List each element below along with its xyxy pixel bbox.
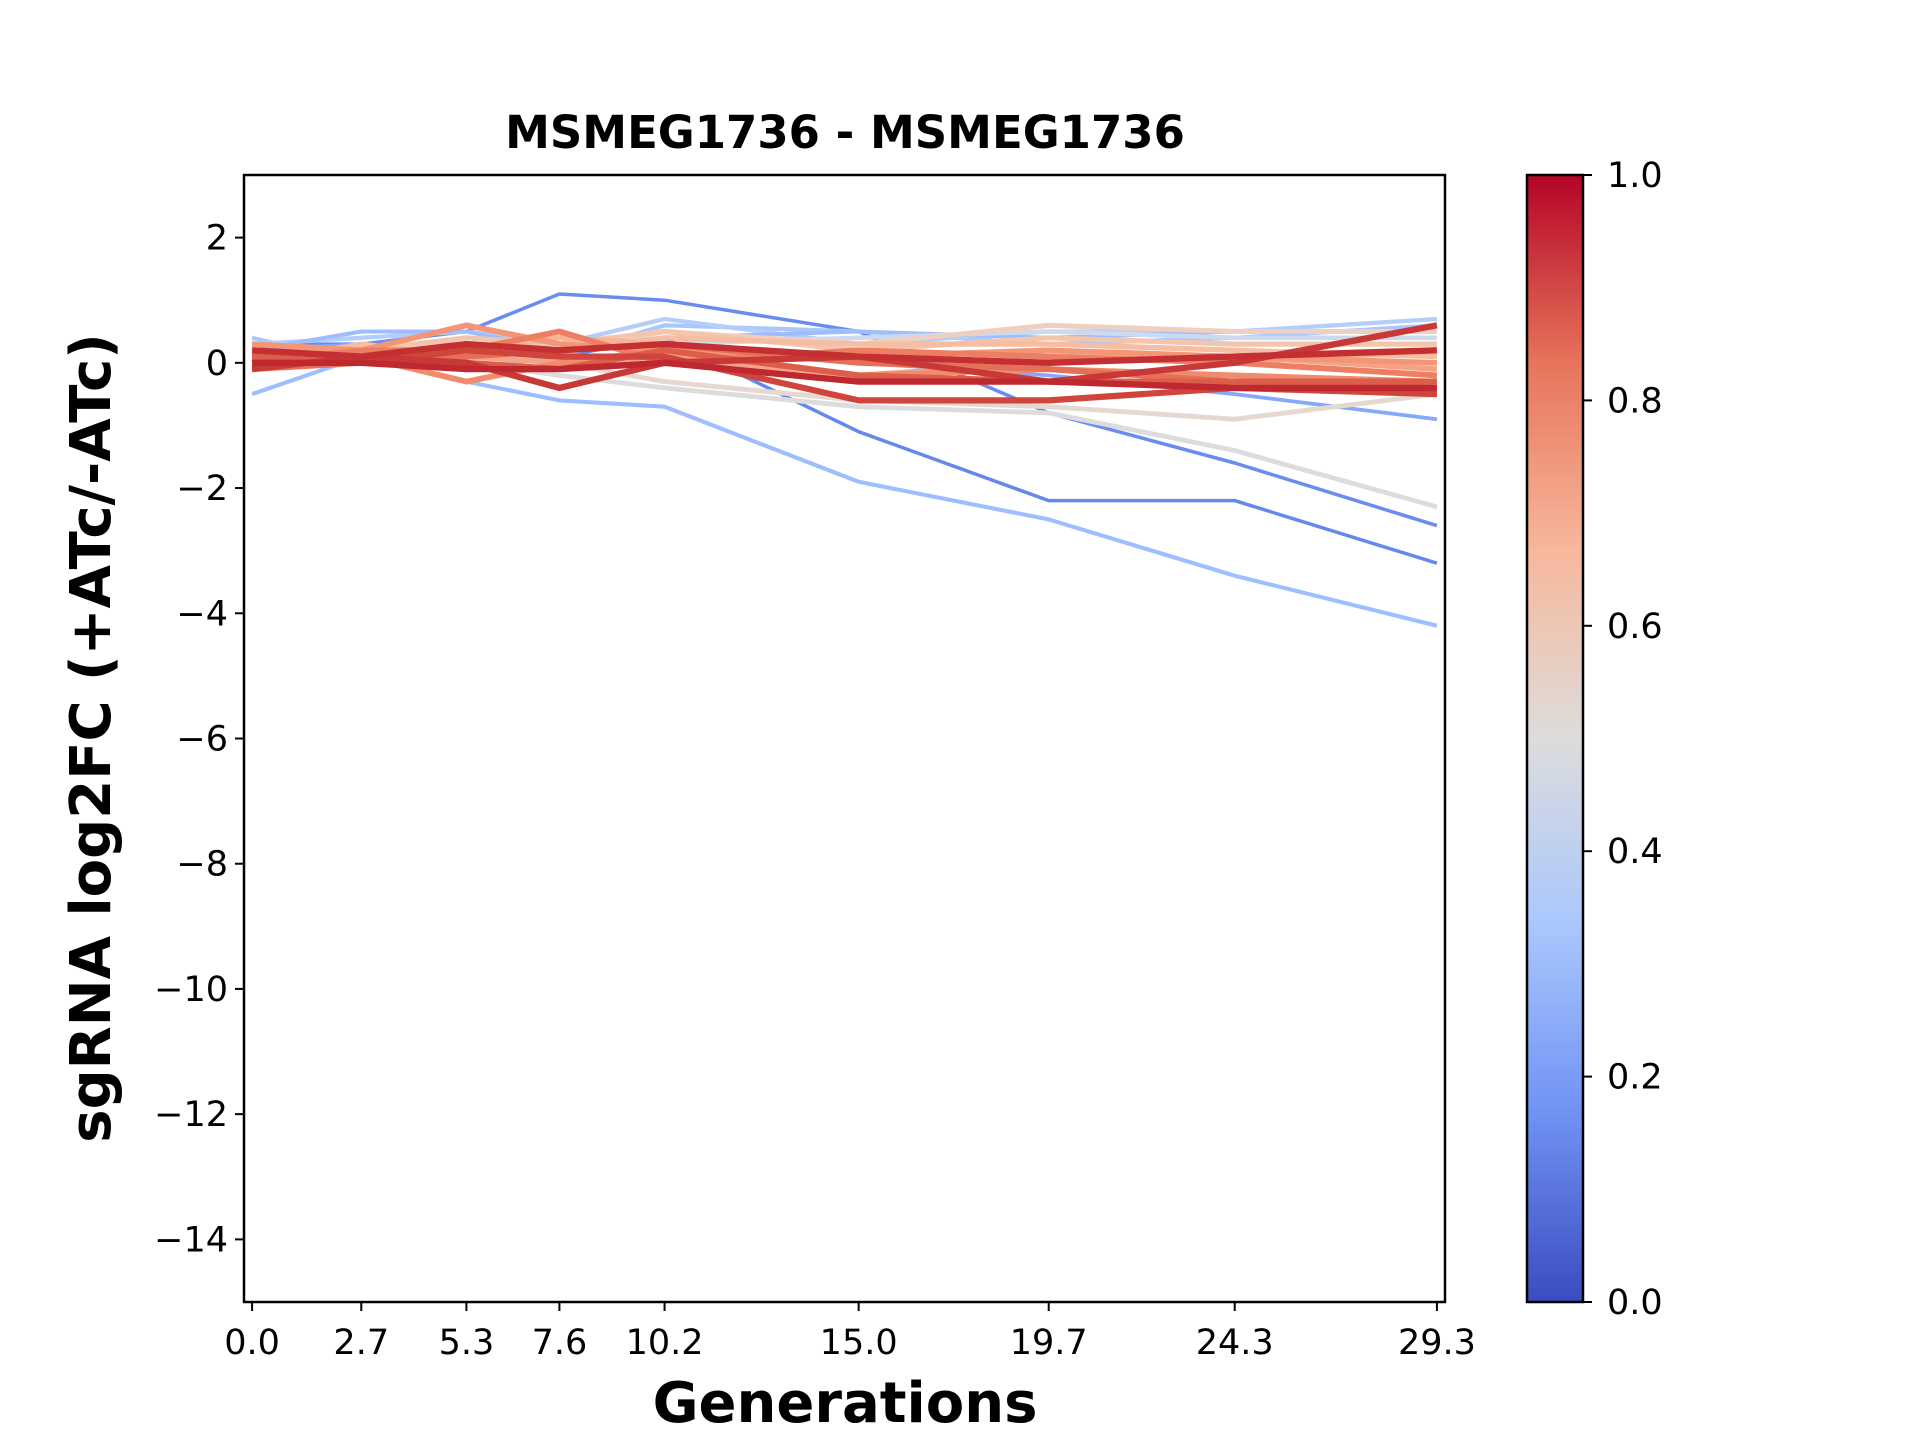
y-axis-label: sgRNA log2FC (+ATc/-ATc) (59, 333, 124, 1143)
x-tick-label: 15.0 (820, 1323, 898, 1363)
y-axis: 2 0 −2 −4 −6 −8 −10 −12 −14 (154, 219, 244, 1260)
colorbar-tick-label: 0.6 (1607, 607, 1663, 647)
x-tick-label: 0.0 (224, 1323, 280, 1363)
x-tick-label: 7.6 (532, 1323, 588, 1363)
y-tick-label: −4 (176, 594, 228, 634)
y-tick-label: −10 (154, 970, 228, 1010)
x-axis-label: Generations (653, 1371, 1038, 1436)
series-line-23 (251, 340, 1437, 366)
x-axis: 0.0 2.7 5.3 7.6 10.2 15.0 19.7 24.3 29.3 (224, 1302, 1476, 1363)
y-tick-label: 0 (206, 344, 228, 384)
x-tick-label: 10.2 (626, 1323, 704, 1363)
x-tick-label: 19.7 (1010, 1323, 1088, 1363)
x-tick-label: 29.3 (1398, 1323, 1476, 1363)
colorbar-axis: 1.0 0.8 0.6 0.4 0.2 0.0 (1583, 156, 1663, 1323)
y-tick-label: −8 (176, 845, 228, 885)
colorbar-tick-label: 0.4 (1607, 832, 1663, 872)
colorbar (1525, 173, 1585, 1304)
series-group (251, 292, 1438, 628)
y-tick-label: −6 (176, 720, 228, 760)
y-tick-label: −12 (154, 1095, 228, 1135)
colorbar-tick-label: 0.2 (1607, 1058, 1663, 1098)
y-tick-label: −2 (176, 469, 228, 509)
chart-title: MSMEG1736 - MSMEG1736 (505, 106, 1185, 159)
x-tick-label: 2.7 (333, 1323, 389, 1363)
y-tick-label: 2 (206, 219, 228, 259)
colorbar-tick-label: 1.0 (1607, 156, 1663, 196)
x-tick-label: 24.3 (1196, 1323, 1274, 1363)
series-line-24 (252, 359, 1437, 392)
colorbar-tick-label: 0.0 (1607, 1283, 1663, 1323)
y-tick-label: −14 (154, 1220, 228, 1260)
x-tick-label: 5.3 (439, 1323, 495, 1363)
colorbar-tick-label: 0.8 (1607, 381, 1663, 421)
